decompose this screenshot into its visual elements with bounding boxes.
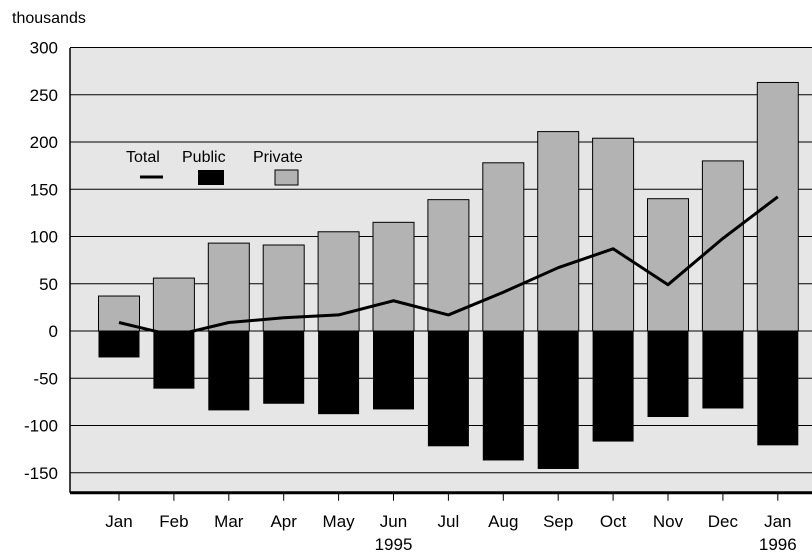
x-year-label: 1996: [759, 535, 797, 554]
y-tick-label: -150: [24, 464, 58, 483]
bar-private: [152, 277, 195, 332]
y-tick-label: 200: [30, 133, 58, 152]
bar-private: [647, 198, 689, 332]
bar-public: [208, 331, 250, 411]
legend-swatch-private: [274, 169, 299, 186]
bar-public: [482, 331, 524, 461]
bar-public: [702, 331, 744, 409]
x-tick-label: Sep: [543, 512, 573, 531]
bar-public: [647, 331, 689, 417]
x-tick-label: Jul: [438, 512, 460, 531]
y-tick-label: 100: [30, 228, 58, 247]
y-tick-label: 150: [30, 180, 58, 199]
legend: Total Public Private: [126, 149, 303, 186]
bar-private: [207, 242, 250, 332]
x-tick-label: May: [323, 512, 356, 531]
y-tick-label: 0: [49, 322, 58, 341]
legend-label-public: Public: [182, 149, 226, 166]
x-tick-label: Mar: [214, 512, 244, 531]
y-tick-label: -100: [24, 417, 58, 436]
bar-private: [372, 221, 415, 332]
bar-public: [263, 331, 305, 404]
plot-area: 300 250 200 150 100 50 0 -50 -100 -150 Jan Feb Mar Ap…: [24, 39, 812, 554]
bar-public: [98, 331, 140, 358]
x-tick-label: Feb: [159, 512, 188, 531]
bar-private: [592, 137, 635, 332]
x-tick-label: Jan: [764, 512, 791, 531]
bar-public: [537, 331, 579, 469]
x-tick-label: Oct: [600, 512, 627, 531]
bar-public: [757, 331, 799, 446]
legend-label-private: Private: [253, 149, 303, 166]
bar-public: [427, 331, 469, 447]
bar-private: [482, 162, 525, 332]
y-unit-label: thousands: [12, 10, 86, 27]
x-tick-label: Aug: [488, 512, 518, 531]
bar-private: [701, 160, 744, 332]
legend-swatch-public: [198, 170, 224, 185]
x-year-label: 1995: [375, 535, 413, 554]
bar-private: [537, 131, 580, 332]
y-tick-label: 300: [30, 39, 58, 58]
bar-public: [373, 331, 414, 410]
x-tick-label: Apr: [270, 512, 297, 531]
x-tick-label: Jan: [105, 512, 132, 531]
bar-public: [318, 331, 360, 415]
legend-label-total: Total: [126, 149, 160, 166]
y-tick-label: 250: [30, 86, 58, 105]
x-tick-label: Nov: [653, 512, 684, 531]
bar-public: [153, 331, 195, 389]
y-tick-label: 50: [39, 275, 58, 294]
line-total: [118, 195, 779, 338]
bar-public: [592, 331, 634, 442]
x-tick-label: Jun: [380, 512, 407, 531]
x-tick-label: Dec: [708, 512, 739, 531]
y-tick-label: -50: [33, 369, 58, 388]
